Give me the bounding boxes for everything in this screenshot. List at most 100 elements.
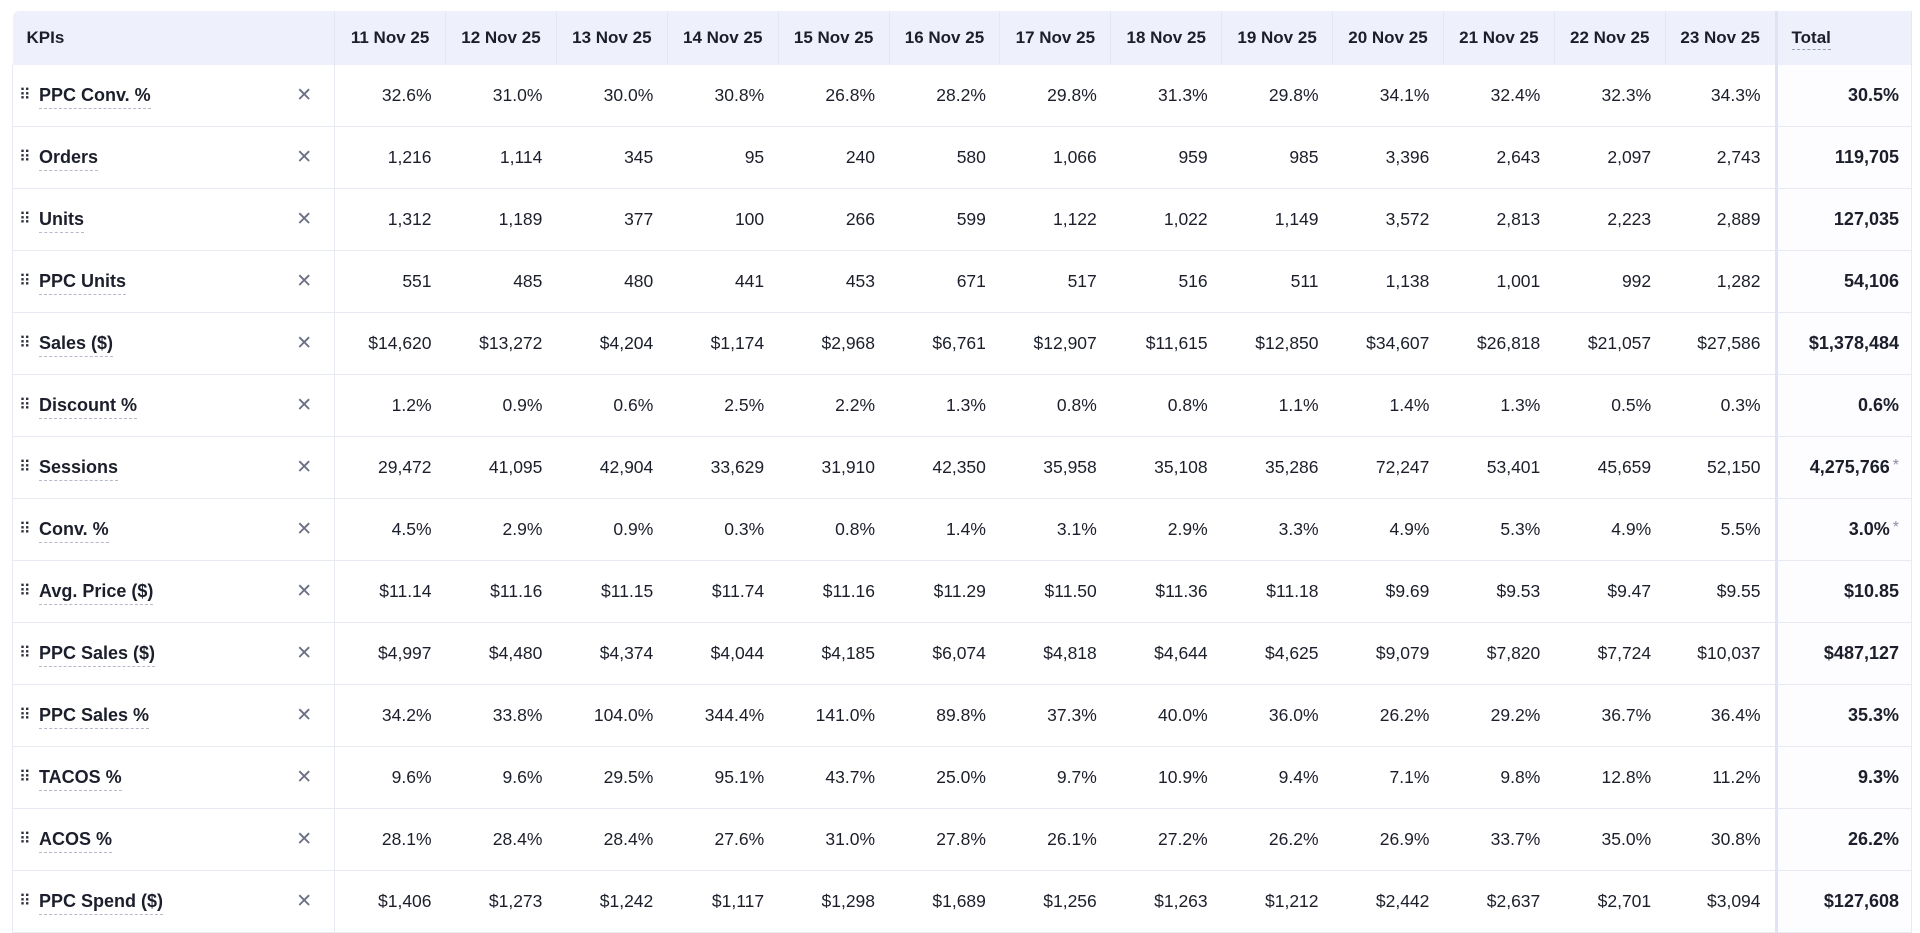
value-cell: 35,958 — [999, 436, 1111, 499]
kpis-column-header: KPIs — [12, 11, 336, 65]
drag-handle-icon[interactable]: ⠿ — [19, 830, 31, 848]
kpi-label[interactable]: PPC Sales ($) — [39, 643, 156, 667]
value-cell: $2,701 — [1554, 870, 1666, 933]
value-cell: $2,968 — [778, 312, 890, 375]
kpi-label[interactable]: PPC Sales % — [39, 705, 150, 729]
value-cell: 89.8% — [889, 684, 1000, 747]
total-note-asterisk[interactable]: * — [1892, 519, 1899, 536]
value-cell: 3,396 — [1332, 126, 1444, 189]
total-cell: 54,106 — [1774, 250, 1913, 313]
value-cell: 551 — [334, 250, 446, 313]
remove-kpi-icon[interactable]: ✕ — [296, 333, 313, 354]
remove-kpi-icon[interactable]: ✕ — [296, 395, 313, 416]
value-cell: 36.4% — [1665, 684, 1777, 747]
kpi-label-wrapper: Units — [37, 209, 296, 233]
kpi-label[interactable]: Discount % — [39, 395, 138, 419]
date-column-header[interactable]: 16 Nov 25 — [889, 11, 1001, 65]
date-column-header[interactable]: 17 Nov 25 — [999, 11, 1112, 65]
value-cell: 29.8% — [1221, 65, 1333, 127]
value-cell: $10,037 — [1665, 622, 1777, 685]
kpi-label[interactable]: TACOS % — [39, 767, 122, 791]
value-cell: 29.8% — [999, 65, 1111, 127]
date-column-header[interactable]: 12 Nov 25 — [445, 11, 557, 65]
drag-handle-icon[interactable]: ⠿ — [19, 86, 31, 104]
value-cell: $9.69 — [1332, 560, 1444, 623]
drag-handle-icon[interactable]: ⠿ — [19, 334, 31, 352]
kpi-label[interactable]: Sessions — [39, 457, 119, 481]
total-note-asterisk[interactable]: * — [1892, 457, 1899, 474]
kpi-label[interactable]: Avg. Price ($) — [39, 581, 154, 605]
kpi-label[interactable]: Sales ($) — [39, 333, 114, 357]
total-value: 0.6% — [1857, 395, 1899, 415]
value-cell: 240 — [778, 126, 890, 189]
remove-kpi-icon[interactable]: ✕ — [296, 457, 313, 478]
value-cell: 9.7% — [999, 746, 1111, 809]
remove-kpi-icon[interactable]: ✕ — [296, 891, 313, 912]
date-column-header[interactable]: 14 Nov 25 — [667, 11, 779, 65]
date-column-header[interactable]: 13 Nov 25 — [556, 11, 668, 65]
drag-handle-icon[interactable]: ⠿ — [19, 892, 31, 910]
kpi-label[interactable]: PPC Conv. % — [39, 85, 151, 109]
value-cell: $11.14 — [334, 560, 446, 623]
value-cell: 31.0% — [778, 808, 890, 871]
kpi-label[interactable]: ACOS % — [39, 829, 113, 853]
kpi-label[interactable]: PPC Spend ($) — [39, 891, 164, 915]
date-column-header[interactable]: 20 Nov 25 — [1332, 11, 1444, 65]
drag-handle-icon[interactable]: ⠿ — [19, 210, 31, 228]
value-cell: 104.0% — [556, 684, 668, 747]
remove-kpi-icon[interactable]: ✕ — [296, 581, 313, 602]
value-cell: $2,442 — [1332, 870, 1444, 933]
remove-kpi-icon[interactable]: ✕ — [296, 643, 313, 664]
drag-handle-icon[interactable]: ⠿ — [19, 768, 31, 786]
kpi-cell-content: ⠿ Sales ($) ✕ — [13, 313, 334, 374]
value-cell: $11.29 — [889, 560, 1000, 623]
total-value: 119,705 — [1834, 147, 1899, 167]
drag-handle-icon[interactable]: ⠿ — [19, 644, 31, 662]
value-cell: $1,174 — [667, 312, 779, 375]
table-row: ⠿ PPC Spend ($) ✕ $1,406 $1,273 $1,242 $1,117 $… — [11, 870, 1913, 933]
value-cell: 1,282 — [1665, 250, 1777, 313]
date-column-header[interactable]: 22 Nov 25 — [1554, 11, 1666, 65]
drag-handle-icon[interactable]: ⠿ — [19, 396, 31, 414]
value-cell: 36.0% — [1221, 684, 1333, 747]
remove-kpi-icon[interactable]: ✕ — [296, 519, 313, 540]
total-column-header[interactable]: Total — [1774, 11, 1913, 65]
table-header: KPIs 11 Nov 25 12 Nov 25 13 Nov 25 14 Nov 2… — [12, 11, 1913, 65]
drag-handle-icon[interactable]: ⠿ — [19, 520, 31, 538]
date-column-header[interactable]: 19 Nov 25 — [1221, 11, 1334, 65]
date-column-header[interactable]: 18 Nov 25 — [1110, 11, 1223, 65]
kpi-label[interactable]: Units — [39, 209, 84, 233]
value-cell: 2,223 — [1554, 188, 1666, 251]
kpi-label[interactable]: Conv. % — [39, 519, 109, 543]
total-value: $1,378,484 — [1808, 333, 1899, 353]
kpi-cell: ⠿ ACOS % ✕ — [11, 808, 336, 871]
table-row: ⠿ TACOS % ✕ 9.6% 9.6% 29.5% 95.1% 43.7% 25.0% 9.7… — [11, 746, 1913, 809]
remove-kpi-icon[interactable]: ✕ — [296, 147, 313, 168]
value-cell: 31,910 — [778, 436, 890, 499]
value-cell: 35,108 — [1110, 436, 1222, 499]
drag-handle-icon[interactable]: ⠿ — [19, 272, 31, 290]
remove-kpi-icon[interactable]: ✕ — [296, 705, 313, 726]
date-column-header[interactable]: 21 Nov 25 — [1443, 11, 1555, 65]
kpi-label[interactable]: PPC Units — [39, 271, 127, 295]
total-cell: $1,378,484 — [1774, 312, 1913, 375]
drag-handle-icon[interactable]: ⠿ — [19, 706, 31, 724]
remove-kpi-icon[interactable]: ✕ — [296, 209, 313, 230]
kpi-label[interactable]: Orders — [39, 147, 99, 171]
date-column-header[interactable]: 15 Nov 25 — [778, 11, 890, 65]
kpi-table-container: KPIs 11 Nov 25 12 Nov 25 13 Nov 25 14 Nov 2… — [11, 11, 1913, 933]
value-cell: $1,256 — [999, 870, 1111, 933]
value-cell: $11.50 — [999, 560, 1111, 623]
remove-kpi-icon[interactable]: ✕ — [296, 829, 313, 850]
value-cell: 3,572 — [1332, 188, 1444, 251]
remove-kpi-icon[interactable]: ✕ — [296, 767, 313, 788]
value-cell: $11.16 — [445, 560, 557, 623]
drag-handle-icon[interactable]: ⠿ — [19, 582, 31, 600]
remove-kpi-icon[interactable]: ✕ — [296, 271, 313, 292]
date-column-header[interactable]: 23 Nov 25 — [1665, 11, 1777, 65]
date-column-header[interactable]: 11 Nov 25 — [334, 11, 447, 65]
drag-handle-icon[interactable]: ⠿ — [19, 458, 31, 476]
value-cell: 28.4% — [556, 808, 668, 871]
remove-kpi-icon[interactable]: ✕ — [296, 85, 313, 106]
drag-handle-icon[interactable]: ⠿ — [19, 148, 31, 166]
